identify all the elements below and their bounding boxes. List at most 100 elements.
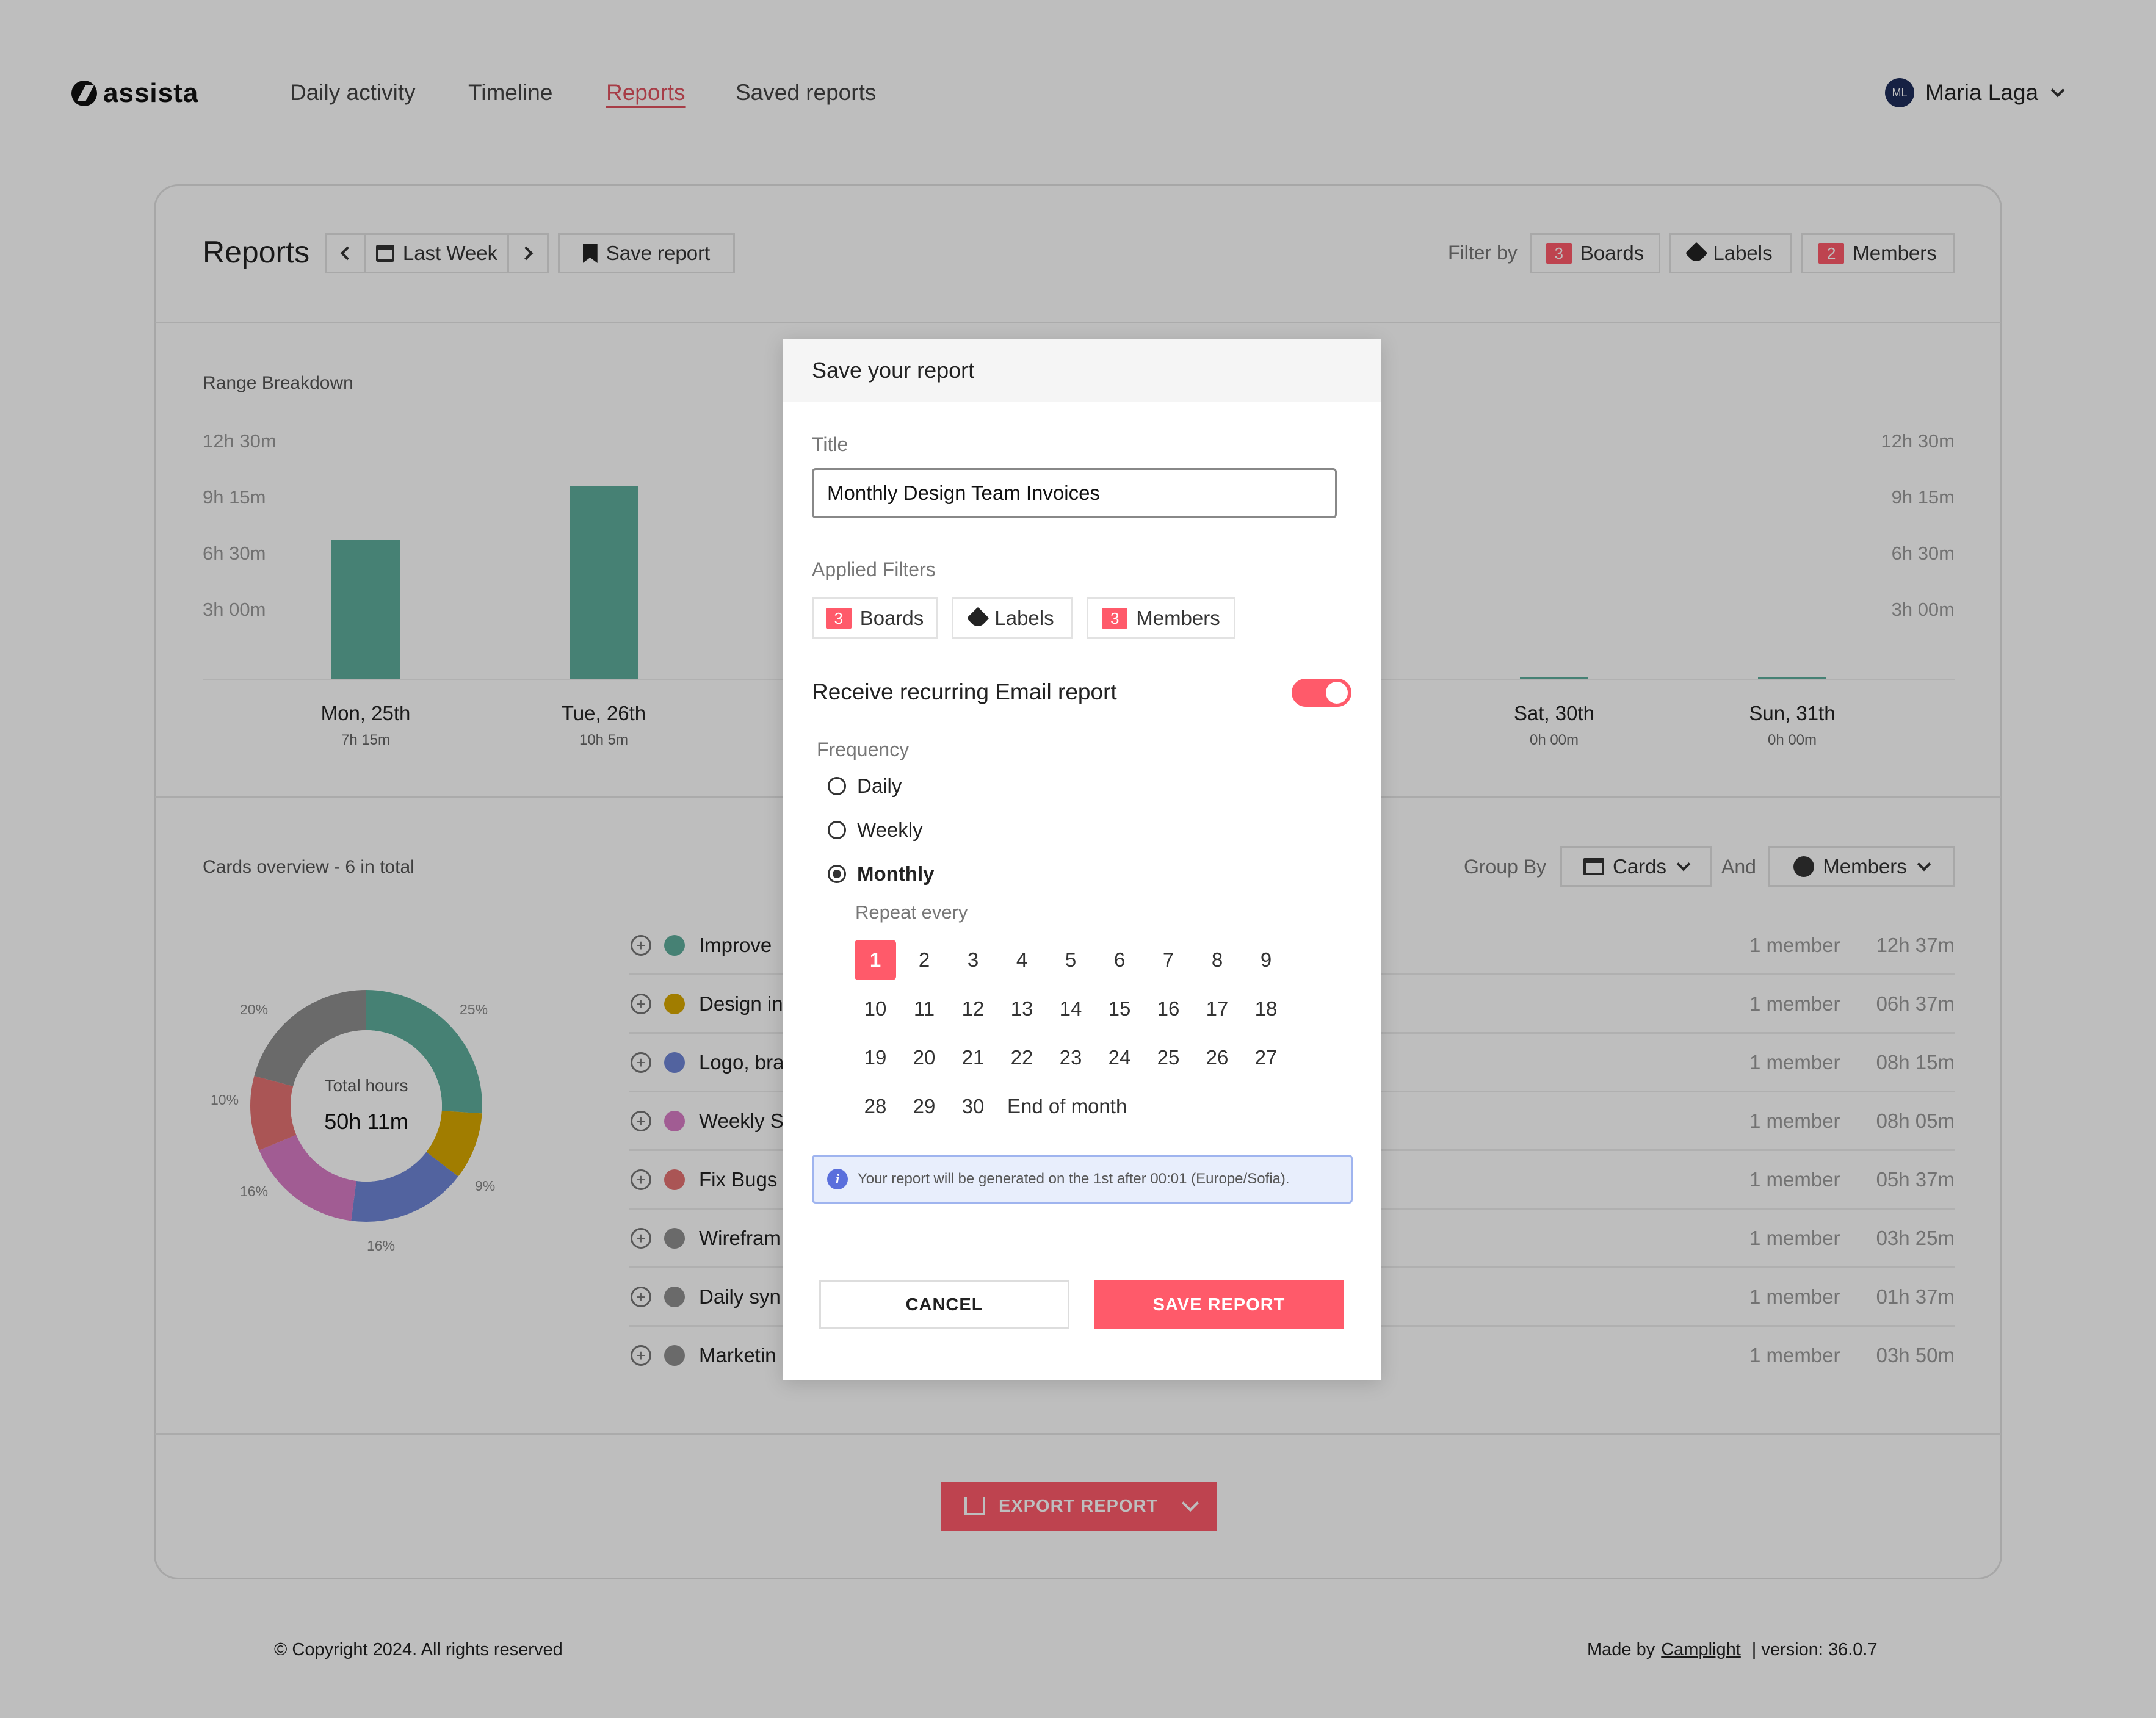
slice-label: 16%	[240, 1183, 269, 1199]
day-option[interactable]: 29	[913, 1095, 936, 1117]
save-report-button[interactable]: Save report	[558, 233, 735, 273]
radio-daily[interactable]	[828, 777, 846, 795]
cards-overview-title: Cards overview - 6 in total	[203, 857, 414, 877]
radio-weekly[interactable]	[828, 821, 846, 839]
group-by-select[interactable]: Cards	[1560, 846, 1712, 887]
day-option[interactable]: 5	[1065, 948, 1077, 971]
nav-reports[interactable]: Reports	[606, 80, 686, 105]
day-option[interactable]: 15	[1108, 997, 1131, 1020]
day-option[interactable]: 12	[961, 997, 985, 1020]
expand-icon[interactable]: +	[631, 1111, 651, 1131]
day-option[interactable]: 1	[855, 940, 896, 980]
day-option[interactable]: 10	[864, 997, 887, 1020]
info-icon: i	[827, 1169, 848, 1189]
y-tick-right: 3h 00m	[1891, 599, 1955, 620]
day-option[interactable]: 26	[1206, 1046, 1229, 1069]
card-title: Fix Bugs	[699, 1168, 778, 1191]
app-logo[interactable]: assista	[71, 77, 198, 110]
report-title-input[interactable]: Monthly Design Team Invoices	[812, 468, 1337, 518]
filter-labels-button[interactable]: Labels	[1669, 233, 1792, 273]
day-option[interactable]: 11	[913, 997, 935, 1020]
card-members: 1 member	[1749, 992, 1840, 1015]
day-option[interactable]: 7	[1162, 948, 1174, 971]
day-option[interactable]: 14	[1059, 997, 1082, 1020]
day-option[interactable]: 18	[1254, 997, 1278, 1020]
cancel-button[interactable]: CANCEL	[819, 1280, 1069, 1329]
expand-icon[interactable]: +	[631, 1287, 651, 1307]
color-dot	[664, 1345, 685, 1366]
expand-icon[interactable]: +	[631, 1052, 651, 1073]
and-select[interactable]: Members	[1768, 846, 1955, 887]
user-icon	[1793, 856, 1815, 877]
expand-icon[interactable]: +	[631, 1169, 651, 1190]
day-option[interactable]: 2	[918, 948, 930, 971]
day-option[interactable]: 17	[1206, 997, 1229, 1020]
day-option[interactable]: 23	[1059, 1046, 1082, 1069]
color-dot	[664, 1052, 685, 1073]
card-time: 01h 37m	[1876, 1285, 1955, 1308]
nav-daily-activity[interactable]: Daily activity	[290, 80, 416, 105]
expand-icon[interactable]: +	[631, 994, 651, 1014]
card-title: Daily syn	[699, 1285, 781, 1308]
frequency-option-monthly[interactable]: Monthly	[828, 862, 934, 886]
day-option[interactable]: 21	[961, 1046, 985, 1069]
next-range-button[interactable]	[507, 233, 549, 273]
bar-label: Sun, 31th	[1749, 702, 1836, 724]
day-option[interactable]: 27	[1254, 1046, 1278, 1069]
day-option[interactable]: 20	[913, 1046, 936, 1069]
applied-filters-label: Applied Filters	[812, 558, 936, 580]
day-option[interactable]: 8	[1211, 948, 1223, 971]
bar-sun	[1758, 677, 1826, 679]
save-report-submit-button[interactable]: SAVE REPORT	[1094, 1280, 1344, 1329]
day-option[interactable]: 22	[1010, 1046, 1033, 1069]
expand-icon[interactable]: +	[631, 935, 651, 956]
save-report-modal: Save your report Title Monthly Design Te…	[783, 339, 1381, 1380]
day-option[interactable]: 30	[961, 1095, 985, 1117]
card-time: 12h 37m	[1876, 934, 1955, 956]
day-option[interactable]: 3	[967, 948, 979, 971]
day-option[interactable]: 4	[1016, 948, 1028, 971]
expand-icon[interactable]: +	[631, 1228, 651, 1249]
filter-boards-button[interactable]: 3 Boards	[1530, 233, 1660, 273]
day-option[interactable]: 19	[864, 1046, 887, 1069]
day-option[interactable]: 6	[1113, 948, 1126, 971]
day-option[interactable]: 9	[1260, 948, 1272, 971]
day-option[interactable]: 24	[1108, 1046, 1131, 1069]
copyright: © Copyright 2024. All rights reserved	[274, 1640, 563, 1659]
card-time: 03h 50m	[1876, 1344, 1955, 1366]
group-by-value: Cards	[1612, 855, 1667, 878]
export-report-label: EXPORT REPORT	[999, 1496, 1159, 1516]
company-link[interactable]: Camplight	[1661, 1640, 1741, 1659]
frequency-option-daily[interactable]: Daily	[828, 774, 902, 798]
filter-by-label: Filter by	[1448, 242, 1518, 264]
expand-icon[interactable]: +	[631, 1345, 651, 1366]
day-option[interactable]: 25	[1157, 1046, 1180, 1069]
table-row[interactable]: + Marketin 1 member 03h 50m	[629, 1327, 1955, 1385]
bar-value-label: 7h 15m	[341, 732, 391, 748]
frequency-option-weekly[interactable]: Weekly	[828, 818, 923, 842]
recurring-email-toggle[interactable]	[1292, 679, 1351, 707]
user-menu[interactable]: ML Maria Laga	[1885, 76, 2065, 110]
made-by-label: Made by	[1587, 1640, 1655, 1659]
day-option-end-of-month[interactable]: End of month	[1007, 1095, 1127, 1117]
donut-hole	[291, 1030, 442, 1182]
nav-saved-reports[interactable]: Saved reports	[736, 80, 877, 105]
nav-timeline[interactable]: Timeline	[468, 80, 553, 105]
bar-value-label: 0h 00m	[1767, 732, 1817, 748]
day-option[interactable]: 28	[864, 1095, 887, 1117]
applied-filter-members: 3 Members	[1087, 597, 1235, 639]
card-title: Wirefram	[699, 1227, 781, 1249]
day-option[interactable]: 13	[1010, 997, 1033, 1020]
radio-monthly[interactable]	[828, 865, 846, 883]
divider	[155, 1433, 2001, 1435]
bar-sat	[1520, 677, 1588, 679]
filter-boards-label: Boards	[1580, 242, 1644, 264]
applied-filter-boards: 3 Boards	[812, 597, 938, 639]
donut-slice	[366, 990, 482, 1114]
avatar: ML	[1885, 78, 1914, 107]
day-option[interactable]: 16	[1157, 997, 1180, 1020]
group-by-label: Group By	[1464, 856, 1547, 878]
card-title: Marketin	[699, 1344, 776, 1366]
export-report-button[interactable]: EXPORT REPORT	[941, 1482, 1217, 1531]
filter-members-button[interactable]: 2 Members	[1801, 233, 1955, 273]
